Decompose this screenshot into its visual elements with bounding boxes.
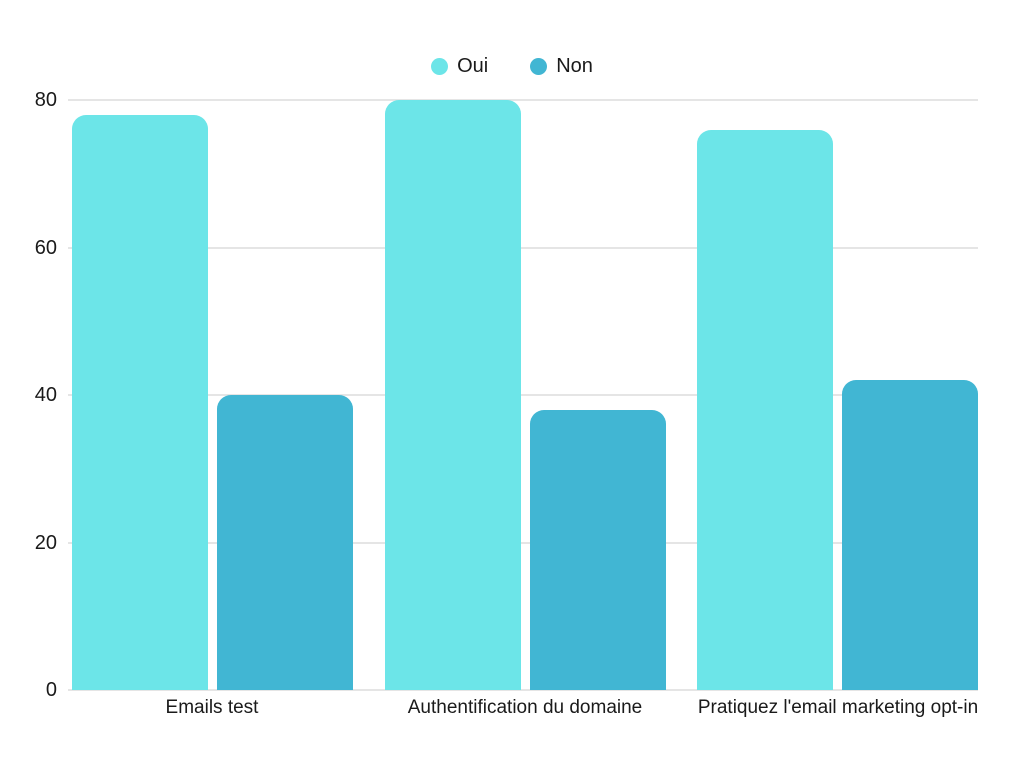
gridline-y20 xyxy=(68,541,978,544)
legend-swatch-icon xyxy=(530,57,548,75)
bar-oui-2 xyxy=(385,100,521,690)
legend-label: Non xyxy=(556,55,593,77)
x-axis-category-label: Authentification du domaine xyxy=(407,697,643,718)
x-axis-category-label: Pratiquez l'email marketing opt-in xyxy=(697,697,979,718)
y-axis-tick-label: 60 xyxy=(34,236,57,259)
bar-oui-3 xyxy=(697,129,833,690)
gridline-y0 xyxy=(68,689,978,691)
bar-non-1 xyxy=(217,395,353,690)
legend-item-non: Non xyxy=(530,53,593,79)
gridline-y60 xyxy=(68,246,978,249)
gridline-y80 xyxy=(68,99,978,101)
y-axis-tick-label: 40 xyxy=(34,384,57,406)
x-axis-category-label: Emails test xyxy=(165,697,259,718)
gridline-y40 xyxy=(68,394,978,396)
y-axis-tick-label: 0 xyxy=(45,679,57,701)
bar-non-2 xyxy=(530,409,666,690)
bar-non-3 xyxy=(842,380,978,690)
y-axis-tick-label: 80 xyxy=(34,89,57,111)
y-axis-tick-label: 20 xyxy=(34,531,57,554)
legend-label: Oui xyxy=(457,55,489,77)
bar-oui-1 xyxy=(72,114,208,690)
legend-item-oui: Oui xyxy=(431,53,488,79)
chart-legend: Oui Non xyxy=(0,53,1024,79)
legend-swatch-icon xyxy=(431,57,449,75)
